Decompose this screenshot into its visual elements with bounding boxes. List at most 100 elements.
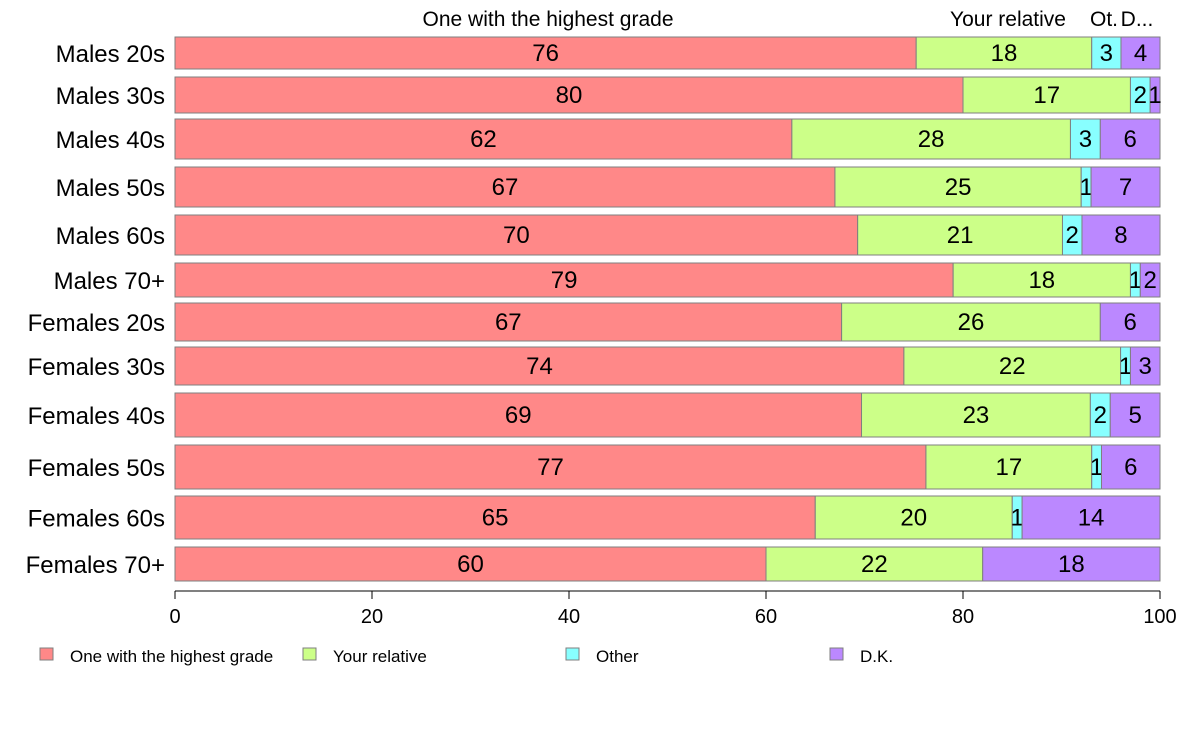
x-tick-label-100: 100	[1143, 606, 1176, 628]
data-label-males-70-other: 1	[1129, 267, 1142, 294]
bar-females-70-d-k	[982, 546, 1161, 582]
category-label-males-30s: Males 30s	[56, 83, 165, 110]
bar-females-40s-d-k	[1109, 392, 1161, 438]
data-label-females-70-one-with-the-highest-grade: 60	[457, 551, 484, 578]
bar-females-50s-d-k	[1100, 444, 1161, 490]
category-label-females-60s: Females 60s	[28, 506, 165, 533]
bar-females-60s-one-with-the-highest-grade	[174, 495, 816, 540]
x-tick-label-80: 80	[952, 606, 974, 628]
category-label-males-60s: Males 60s	[56, 223, 165, 250]
data-label-females-40s-other: 2	[1094, 402, 1107, 429]
bar-males-70-one-with-the-highest-grade	[174, 262, 954, 298]
data-label-females-30s-your-relative: 22	[999, 353, 1026, 380]
category-label-females-70: Females 70+	[26, 552, 165, 579]
data-label-males-20s-other: 3	[1100, 40, 1113, 67]
bar-males-20s-other	[1091, 36, 1122, 70]
data-label-females-40s-your-relative: 23	[963, 402, 990, 429]
bar-females-40s-one-with-the-highest-grade	[174, 392, 863, 438]
data-label-males-50s-one-with-the-highest-grade: 67	[492, 174, 519, 201]
data-label-males-50s-d-k: 7	[1119, 174, 1132, 201]
top-label-one-with-the-highest-grade: One with the highest grade	[423, 8, 674, 31]
bar-males-60s-one-with-the-highest-grade	[174, 214, 859, 256]
bar-females-50s-one-with-the-highest-grade	[174, 444, 927, 490]
bar-males-30s-your-relative	[962, 76, 1131, 114]
data-label-males-40s-other: 3	[1079, 126, 1092, 153]
legend-label-one-with-the-highest-grade: One with the highest grade	[70, 647, 273, 666]
data-label-females-60s-other: 1	[1010, 505, 1023, 532]
data-label-females-20s-one-with-the-highest-grade: 67	[495, 309, 522, 336]
legend-label-d-k: D.K.	[860, 647, 893, 666]
data-label-females-50s-one-with-the-highest-grade: 77	[537, 454, 564, 481]
data-label-males-70-one-with-the-highest-grade: 79	[551, 267, 578, 294]
x-tick-label-60: 60	[755, 606, 777, 628]
x-tick-label-0: 0	[169, 606, 180, 628]
data-label-females-50s-d-k: 6	[1124, 454, 1137, 481]
category-label-males-40s: Males 40s	[56, 127, 165, 154]
top-label-ot: Ot.	[1090, 8, 1118, 31]
data-label-males-60s-your-relative: 21	[947, 222, 974, 249]
bar-males-20s-one-with-the-highest-grade	[174, 36, 917, 70]
bar-males-20s-d-k	[1120, 36, 1161, 70]
data-label-females-30s-d-k: 3	[1139, 353, 1152, 380]
data-label-males-60s-d-k: 8	[1114, 222, 1127, 249]
bar-males-30s-one-with-the-highest-grade	[174, 76, 964, 114]
legend-label-your-relative: Your relative	[333, 647, 427, 666]
category-label-males-20s: Males 20s	[56, 41, 165, 68]
category-label-females-30s: Females 30s	[28, 354, 165, 381]
data-label-males-30s-other: 2	[1134, 82, 1147, 109]
bar-males-40s-d-k	[1099, 118, 1161, 160]
data-label-males-50s-your-relative: 25	[945, 174, 972, 201]
legend-swatch-d-k	[829, 647, 844, 661]
x-axis: 0 20 40 60 80 100	[169, 590, 1177, 628]
legend-label-other: Other	[596, 647, 639, 666]
legend-swatch-your-relative	[302, 647, 317, 661]
bar-males-60s-your-relative	[857, 214, 1063, 256]
data-label-males-30s-one-with-the-highest-grade: 80	[556, 82, 583, 109]
bar-males-50s-d-k	[1090, 166, 1161, 208]
data-label-females-60s-your-relative: 20	[900, 505, 927, 532]
data-label-males-20s-one-with-the-highest-grade: 76	[532, 40, 559, 67]
data-label-females-50s-your-relative: 17	[995, 454, 1022, 481]
data-label-females-20s-d-k: 6	[1123, 309, 1136, 336]
bar-males-20s-your-relative	[915, 36, 1093, 70]
bar-females-60s-d-k	[1021, 495, 1161, 540]
legend-swatch-other	[565, 647, 580, 661]
bar-males-50s-one-with-the-highest-grade	[174, 166, 836, 208]
data-label-females-30s-one-with-the-highest-grade: 74	[526, 353, 553, 380]
bar-females-60s-your-relative	[814, 495, 1013, 540]
data-label-females-60s-one-with-the-highest-grade: 65	[482, 505, 509, 532]
bar-males-60s-d-k	[1081, 214, 1161, 256]
bar-females-70-your-relative	[765, 546, 984, 582]
data-label-males-30s-your-relative: 17	[1033, 82, 1060, 109]
bar-females-70-one-with-the-highest-grade	[174, 546, 767, 582]
bar-females-20s-d-k	[1099, 302, 1161, 342]
data-label-females-40s-d-k: 5	[1128, 402, 1141, 429]
data-label-males-20s-your-relative: 18	[991, 40, 1018, 67]
data-label-males-60s-one-with-the-highest-grade: 70	[503, 222, 530, 249]
category-labels: Males 20s Males 30s Males 40s Males 50s Male…	[26, 41, 165, 579]
category-label-males-70: Males 70+	[54, 268, 165, 295]
top-series-labels: One with the highest grade Your relative O…	[423, 8, 1154, 31]
category-label-females-40s: Females 40s	[28, 403, 165, 430]
bars: 76 18 3 480 17 2 162 28 3 667 25 1 770 21 2 879 18 1 267 26…	[174, 36, 1162, 582]
data-label-males-70-d-k: 2	[1143, 267, 1156, 294]
bar-males-50s-your-relative	[834, 166, 1082, 208]
data-label-females-60s-d-k: 14	[1078, 505, 1105, 532]
top-label-d: D...	[1121, 8, 1154, 31]
data-label-females-20s-your-relative: 26	[958, 309, 985, 336]
bar-males-70-d-k	[1139, 262, 1161, 298]
legend-swatch-one-with-the-highest-grade	[39, 647, 54, 661]
x-tick-label-20: 20	[361, 606, 383, 628]
data-label-females-50s-other: 1	[1090, 454, 1103, 481]
data-label-males-70-your-relative: 18	[1028, 267, 1055, 294]
category-label-females-20s: Females 20s	[28, 310, 165, 337]
data-label-females-70-your-relative: 22	[861, 551, 888, 578]
bar-females-30s-your-relative	[903, 346, 1122, 386]
bar-males-70-your-relative	[952, 262, 1131, 298]
x-tick-label-40: 40	[558, 606, 580, 628]
data-label-males-50s-other: 1	[1079, 174, 1092, 201]
bar-males-30s-d-k	[1149, 76, 1161, 114]
bar-females-20s-one-with-the-highest-grade	[174, 302, 843, 342]
data-label-males-40s-one-with-the-highest-grade: 62	[470, 126, 497, 153]
